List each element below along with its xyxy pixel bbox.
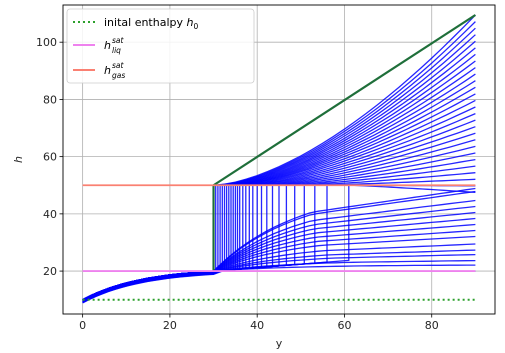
x-tick-label: 40 [250,319,264,332]
x-tick-label: 60 [337,319,351,332]
axis-ticks: 0 20 40 60 80 20 40 60 80 100 [36,36,439,332]
y-tick-label: 100 [36,36,57,49]
x-tick-label: 0 [79,319,86,332]
y-tick-label: 60 [43,151,57,164]
legend-box [66,8,255,84]
y-tick-label: 20 [43,265,57,278]
legend-label: h [104,39,111,52]
legend-label: h [104,64,111,77]
legend-label-superscript: sat [112,61,125,70]
y-axis-label: h [12,156,25,163]
reference-lines [82,184,476,301]
plot-frame [62,4,496,315]
x-tick-label: 20 [163,319,177,332]
legend-label: inital enthalpy h0 [104,16,198,31]
legend-label-subscript: liq [112,46,121,55]
y-tick-label: 40 [43,208,57,221]
legend-label-superscript: sat [112,36,125,45]
y-tick-label: 80 [43,93,57,106]
gas-boundary-line [212,14,476,187]
enthalpy-curves [82,14,476,304]
x-axis-label: y [276,337,283,350]
plateau-curve [82,270,476,304]
x-tick-label: 80 [425,319,439,332]
legend-label-subscript: gas [112,71,125,80]
